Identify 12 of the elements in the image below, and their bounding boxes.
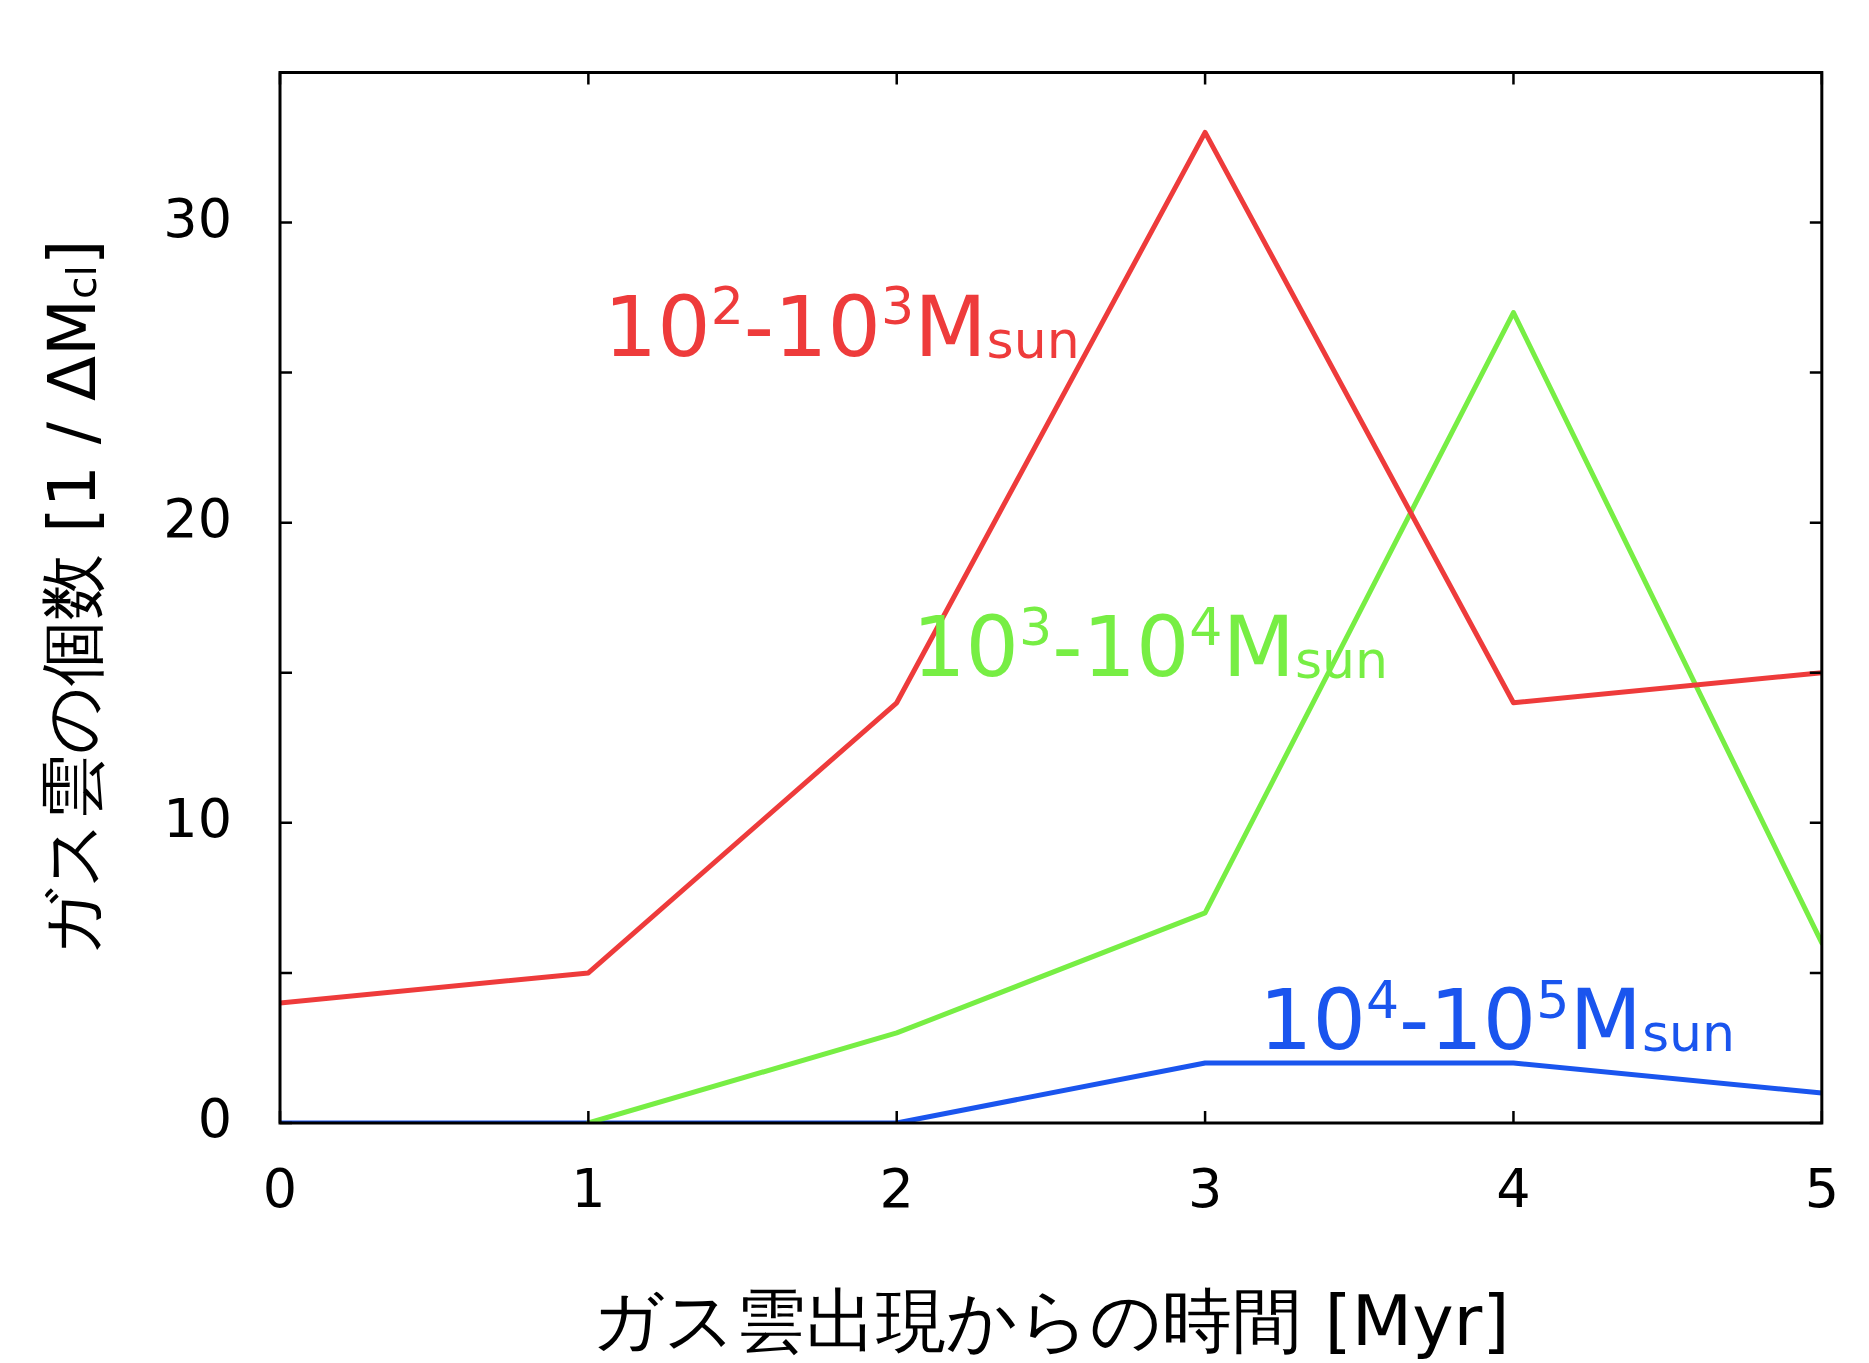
x-tick-label: 2 xyxy=(879,1157,914,1221)
x-tick-label: 3 xyxy=(1187,1157,1223,1221)
y-tick-label: 30 xyxy=(163,186,232,250)
x-tick-label: 1 xyxy=(571,1157,606,1221)
y-axis-title: ガス雲の個数 [1 / ΔMcl] xyxy=(34,239,111,957)
y-tick-label: 20 xyxy=(163,486,232,550)
x-tick-label: 0 xyxy=(262,1157,298,1221)
x-axis-title: ガス雲出現からの時間 [Myr] xyxy=(592,1280,1510,1362)
y-tick-label: 10 xyxy=(163,786,232,850)
x-tick-label: 5 xyxy=(1804,1157,1839,1221)
x-tick-label: 4 xyxy=(1496,1157,1531,1221)
y-tick-label: 0 xyxy=(197,1087,232,1151)
